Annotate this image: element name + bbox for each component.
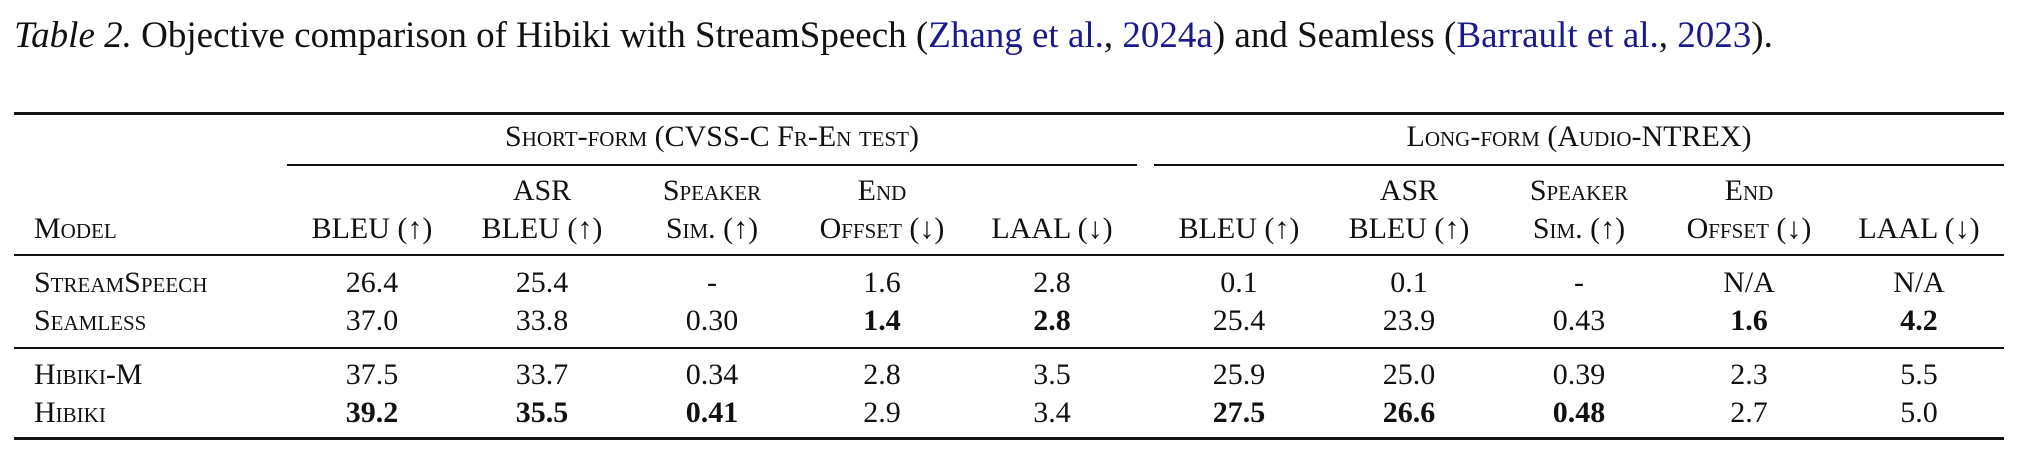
cell-value: 0.43 [1552, 304, 1606, 337]
citation-link[interactable]: Zhang et al. [928, 15, 1104, 56]
citation-link[interactable]: 2023 [1677, 15, 1752, 56]
header-laal: LAAL (↓) [991, 212, 1113, 245]
header-end-offset: End Offset (↓) [1664, 172, 1834, 248]
citation-link[interactable]: Barrault et al. [1456, 15, 1659, 56]
cell-value: 5.5 [1900, 358, 1938, 391]
cell-value: 33.8 [515, 304, 569, 337]
table-bottom-rule [14, 437, 2004, 440]
row-model-name: Hibiki [34, 396, 106, 429]
cell-value: 2.8 [863, 358, 901, 391]
cell-value: - [1574, 266, 1584, 299]
header-end-line2: Offset (↓) [1686, 212, 1812, 245]
cell-value-best: 4.2 [1900, 304, 1938, 337]
header-speaker-sim: Speaker Sim. (↑) [627, 172, 797, 248]
cell-value: 26.4 [345, 266, 399, 299]
row-model-name: StreamSpeech [34, 266, 208, 299]
header-end-line1: End [1724, 174, 1774, 207]
cell-value: 3.4 [1033, 396, 1071, 429]
cell-value-best: 39.2 [345, 396, 399, 429]
cell-value: 0.1 [1390, 266, 1428, 299]
cell-value-best: 27.5 [1212, 396, 1266, 429]
results-table: Short-form (CVSS-C Fr-En test) Long-form… [14, 112, 2004, 442]
caption-text: ) and Seamless ( [1212, 15, 1457, 56]
row-model-name: Seamless [34, 304, 147, 337]
caption-text: Objective comparison of Hibiki with Stre… [131, 15, 929, 56]
cell-value: 2.9 [863, 396, 901, 429]
cell-value: 25.4 [515, 266, 569, 299]
cell-value-best: 2.8 [1033, 304, 1071, 337]
header-speaker-line2: Sim. (↑) [665, 212, 759, 245]
header-model: Model [34, 212, 117, 245]
header-end-offset: End Offset (↓) [797, 172, 967, 248]
section-divider-rule [14, 347, 2004, 349]
cell-value: 37.0 [345, 304, 399, 337]
cell-value: 2.8 [1033, 266, 1071, 299]
cell-value: 0.30 [685, 304, 739, 337]
group-underline-short-form [287, 164, 1137, 166]
caption-text: , [1103, 15, 1123, 56]
header-speaker-line1: Speaker [662, 174, 762, 207]
header-asr-bleu: ASR BLEU (↑) [1324, 172, 1494, 248]
header-asr-line1: ASR [1379, 174, 1439, 207]
cell-value-best: 0.48 [1552, 396, 1606, 429]
cell-value: 25.9 [1212, 358, 1266, 391]
table-top-rule [14, 112, 2004, 115]
cell-value-best: 0.41 [685, 396, 739, 429]
cell-value: 37.5 [345, 358, 399, 391]
citation-link[interactable]: 2024a [1122, 15, 1213, 56]
header-asr-line2: BLEU (↑) [1348, 212, 1470, 245]
header-asr-bleu: ASR BLEU (↑) [457, 172, 627, 248]
cell-value: 2.3 [1730, 358, 1768, 391]
header-bottom-rule [14, 254, 2004, 256]
cell-value: 2.7 [1730, 396, 1768, 429]
caption-label: Table 2. [14, 15, 132, 56]
header-speaker-line2: Sim. (↑) [1532, 212, 1626, 245]
cell-value: 23.9 [1382, 304, 1436, 337]
group-header-short-form: Short-form (CVSS-C Fr-En test) [505, 120, 919, 153]
table-caption: Table 2. Objective comparison of Hibiki … [14, 8, 1773, 64]
cell-value: - [707, 266, 717, 299]
caption-text: , [1658, 15, 1678, 56]
cell-value-best: 1.4 [863, 304, 901, 337]
cell-value: 1.6 [863, 266, 901, 299]
cell-value: 33.7 [515, 358, 569, 391]
header-asr-line2: BLEU (↑) [481, 212, 603, 245]
cell-value-best: 35.5 [515, 396, 569, 429]
caption-text: ). [1751, 15, 1773, 56]
cell-value: 0.1 [1220, 266, 1258, 299]
header-speaker-line1: Speaker [1529, 174, 1629, 207]
cell-value: 0.34 [685, 358, 739, 391]
cell-value: 5.0 [1900, 396, 1938, 429]
header-end-line1: End [857, 174, 907, 207]
cell-value-best: 1.6 [1730, 304, 1768, 337]
header-bleu: BLEU (↑) [1178, 212, 1300, 245]
cell-value: 25.4 [1212, 304, 1266, 337]
header-asr-line1: ASR [512, 174, 572, 207]
header-laal: LAAL (↓) [1858, 212, 1980, 245]
row-model-name: Hibiki-M [34, 358, 143, 391]
cell-value-best: 26.6 [1382, 396, 1436, 429]
group-underline-long-form [1154, 164, 2004, 166]
cell-value: 0.39 [1552, 358, 1606, 391]
header-speaker-sim: Speaker Sim. (↑) [1494, 172, 1664, 248]
header-end-line2: Offset (↓) [819, 212, 945, 245]
cell-value: N/A [1723, 266, 1775, 299]
cell-value: N/A [1893, 266, 1945, 299]
cell-value: 25.0 [1382, 358, 1436, 391]
group-header-long-form: Long-form (Audio-NTREX) [1406, 120, 1752, 153]
cell-value: 3.5 [1033, 358, 1071, 391]
header-bleu: BLEU (↑) [311, 212, 433, 245]
